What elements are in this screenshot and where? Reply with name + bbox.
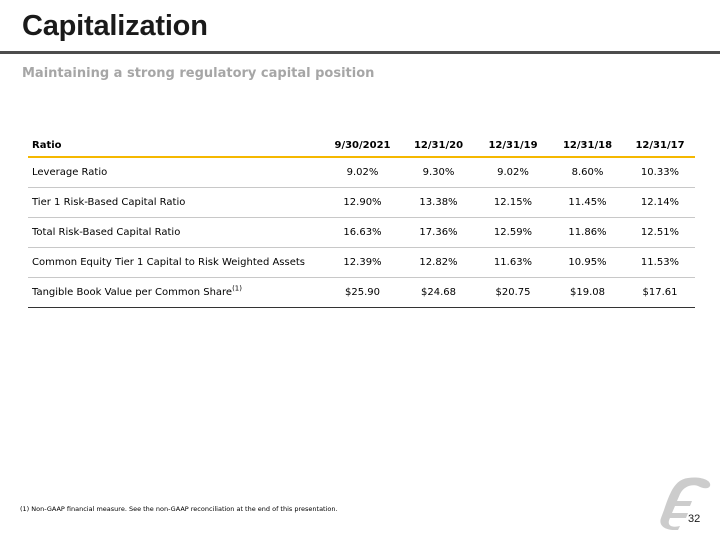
table-cell: 11.63% (476, 247, 550, 278)
table-cell: $25.90 (324, 277, 401, 308)
row-label: Total Risk-Based Capital Ratio (28, 217, 324, 248)
table-cell: 12.51% (625, 217, 695, 248)
column-header: 12/31/17 (625, 134, 695, 158)
table-cell: 13.38% (401, 187, 476, 218)
column-header: 12/31/20 (401, 134, 476, 158)
table-cell: 9.02% (324, 157, 401, 188)
column-header: 12/31/19 (476, 134, 550, 158)
table-cell: 16.63% (324, 217, 401, 248)
table-cell: 12.15% (476, 187, 550, 218)
row-label: Leverage Ratio (28, 157, 324, 188)
capitalization-table: Ratio 9/30/2021 12/31/20 12/31/19 12/31/… (28, 134, 695, 308)
table-row: Tangible Book Value per Common Share(1) … (28, 277, 695, 308)
column-header: Ratio (28, 134, 324, 158)
table-cell: 11.45% (550, 187, 625, 218)
row-label-text: Tangible Book Value per Common Share (32, 287, 233, 298)
table-cell: 12.14% (625, 187, 695, 218)
table-cell: 11.53% (625, 247, 695, 278)
footnote-marker: (1) (232, 284, 242, 293)
table-row: Tier 1 Risk-Based Capital Ratio 12.90% 1… (28, 187, 695, 218)
table-cell: 10.95% (550, 247, 625, 278)
title-divider (0, 51, 720, 54)
table-cell: 12.90% (324, 187, 401, 218)
page-number: 32 (688, 513, 701, 525)
row-label: Tier 1 Risk-Based Capital Ratio (28, 187, 324, 218)
table-row: Leverage Ratio 9.02% 9.30% 9.02% 8.60% 1… (28, 157, 695, 188)
table-row: Total Risk-Based Capital Ratio 16.63% 17… (28, 217, 695, 248)
table-cell: $24.68 (401, 277, 476, 308)
table-cell: 11.86% (550, 217, 625, 248)
table-cell: 12.59% (476, 217, 550, 248)
table-cell: 17.36% (401, 217, 476, 248)
row-label: Common Equity Tier 1 Capital to Risk Wei… (28, 247, 324, 278)
table-cell: $17.61 (625, 277, 695, 308)
table-row: Common Equity Tier 1 Capital to Risk Wei… (28, 247, 695, 278)
column-header: 12/31/18 (550, 134, 625, 158)
table-cell: 9.30% (401, 157, 476, 188)
table-cell: $20.75 (476, 277, 550, 308)
table-cell: 12.39% (324, 247, 401, 278)
column-header: 9/30/2021 (324, 134, 401, 158)
table-cell: 12.82% (401, 247, 476, 278)
bank-logo-icon (660, 477, 711, 530)
table-cell: $19.08 (550, 277, 625, 308)
table-cell: 10.33% (625, 157, 695, 188)
table-cell: 8.60% (550, 157, 625, 188)
row-label: Tangible Book Value per Common Share(1) (28, 277, 324, 308)
page-subtitle: Maintaining a strong regulatory capital … (22, 66, 375, 81)
page-title: Capitalization (22, 10, 208, 42)
table-cell: 9.02% (476, 157, 550, 188)
footnote: (1) Non-GAAP financial measure. See the … (20, 505, 338, 513)
table-header-row: Ratio 9/30/2021 12/31/20 12/31/19 12/31/… (28, 134, 695, 158)
